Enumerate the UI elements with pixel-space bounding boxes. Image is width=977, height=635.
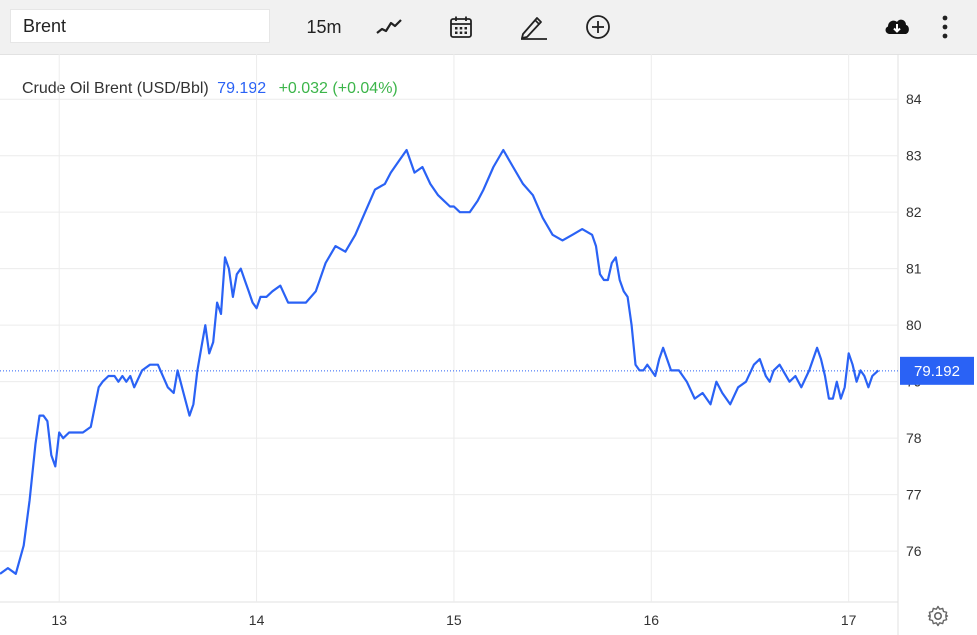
x-axis: 13 14 15 16 17 — [51, 612, 856, 628]
chart-legend: Crude Oil Brent (USD/Bbl) 79.192 +0.032 … — [22, 80, 398, 98]
chart-grid — [0, 54, 899, 635]
symbol-search-input[interactable] — [10, 9, 270, 43]
chart-type-icon[interactable] — [371, 9, 407, 45]
y-tick-label: 82 — [906, 204, 922, 220]
last-price-tag — [900, 356, 974, 385]
draw-pencil-icon[interactable] — [515, 9, 551, 45]
price-line — [0, 148, 880, 575]
x-tick-label: 14 — [249, 612, 265, 628]
y-tick-label: 83 — [906, 148, 922, 164]
interval-button[interactable]: 15m — [306, 16, 342, 37]
download-icon[interactable] — [879, 9, 915, 45]
x-tick-label: 16 — [644, 612, 660, 628]
add-indicator-icon[interactable] — [580, 9, 616, 45]
more-vertical-icon[interactable] — [936, 9, 954, 45]
price-change: +0.032 (+0.04%) — [278, 80, 398, 97]
y-tick-label: 78 — [906, 430, 922, 446]
toolbar: 15m — [0, 0, 977, 55]
price-line-layer — [0, 148, 880, 575]
calendar-icon[interactable] — [443, 9, 479, 45]
chart-settings-icon[interactable] — [926, 604, 950, 628]
y-axis: 767778798081828384 — [906, 91, 922, 559]
last-price-marker: 79.192 — [0, 356, 974, 385]
x-tick-label: 15 — [446, 612, 462, 628]
y-tick-label: 80 — [906, 317, 922, 333]
y-tick-label: 84 — [906, 91, 922, 107]
y-tick-label: 77 — [906, 487, 922, 503]
x-tick-label: 13 — [51, 612, 67, 628]
last-price-tag-label: 79.192 — [914, 363, 960, 380]
y-tick-label: 81 — [906, 261, 922, 277]
last-price: 79.192 — [217, 80, 267, 97]
instrument-name: Crude Oil Brent (USD/Bbl) — [22, 80, 209, 97]
x-tick-label: 17 — [841, 612, 857, 628]
y-tick-label: 76 — [906, 543, 922, 559]
